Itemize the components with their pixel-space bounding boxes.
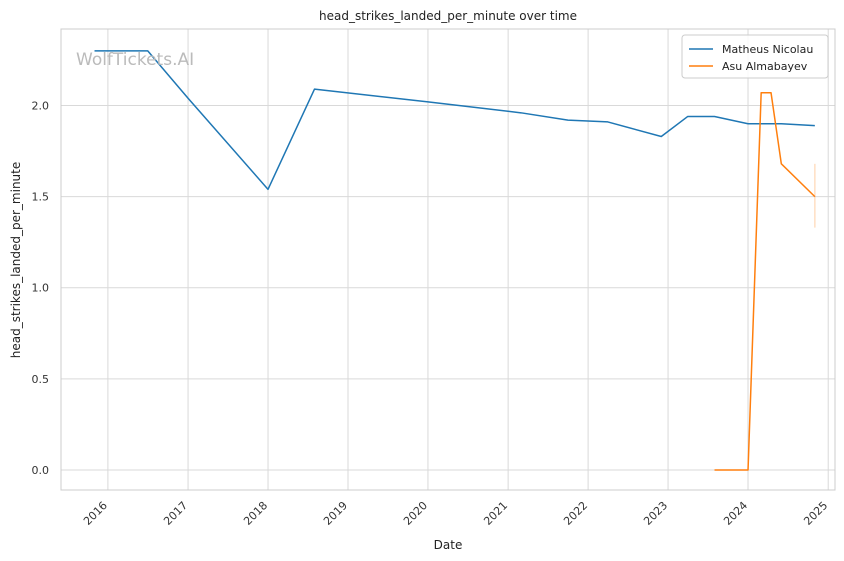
legend-label-1: Asu Almabayev	[722, 60, 808, 73]
x-axis-label: Date	[434, 538, 463, 552]
axis-ticks: 2016 2017 2018 2019 2020 2021 2022 2023 2024 2025…	[32, 100, 831, 528]
watermark-text: WolfTickets.AI	[76, 50, 194, 70]
series-line-0	[94, 50, 815, 191]
y-axis-label: head_strikes_landed_per_minute	[9, 162, 23, 359]
legend: Matheus Nicolau Asu Almabayev	[681, 34, 829, 79]
plot-area-frame	[60, 28, 836, 491]
legend-label-0: Matheus Nicolau	[722, 43, 813, 56]
chart-title: head_strikes_landed_per_minute over time	[319, 9, 577, 23]
y-tick-label-0.5: 0.5	[32, 373, 50, 386]
y-tick-label-0.0: 0.0	[32, 464, 50, 477]
series-line-1	[714, 92, 816, 471]
gridlines	[61, 29, 835, 490]
y-tick-label-1.0: 1.0	[32, 282, 50, 295]
y-tick-label-1.5: 1.5	[32, 191, 50, 204]
series-lines	[94, 50, 816, 471]
y-tick-label-2.0: 2.0	[32, 100, 50, 113]
legend-box	[681, 34, 829, 79]
